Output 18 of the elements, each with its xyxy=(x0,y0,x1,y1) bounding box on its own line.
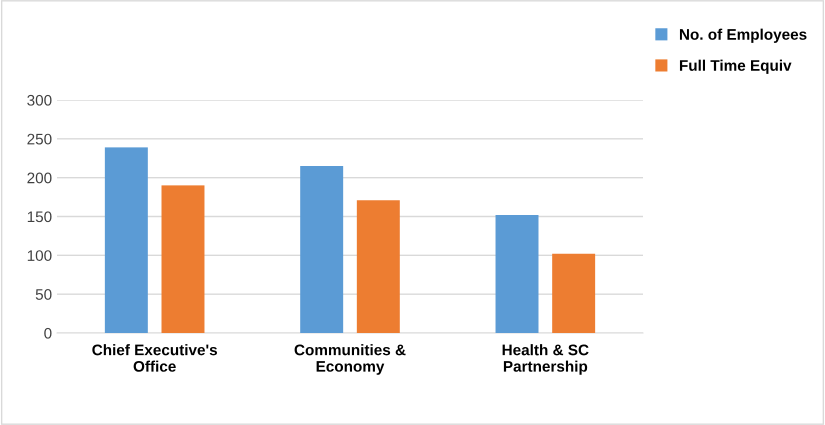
y-tick-label: 300 xyxy=(27,94,52,106)
bar xyxy=(552,254,596,333)
x-tick-label: Chief Executive's Office xyxy=(92,344,217,372)
legend-label: Full Time Equiv xyxy=(680,60,792,74)
bar xyxy=(496,214,538,333)
y-tick-label: 150 xyxy=(28,211,52,222)
bar xyxy=(300,166,344,333)
y-tick-label: 200 xyxy=(27,172,52,184)
legend-label: No. of Employees xyxy=(680,28,807,43)
x-tick-label: Health & SC Partnership xyxy=(502,344,589,375)
bar xyxy=(162,185,204,333)
y-tick-label: 250 xyxy=(27,134,52,145)
y-tick-label: 0 xyxy=(44,328,52,339)
bar xyxy=(356,200,400,333)
bar xyxy=(104,147,148,333)
y-tick-label: 50 xyxy=(36,289,52,300)
y-tick-label: 100 xyxy=(28,250,52,262)
x-tick-label: Communities & Economy xyxy=(294,344,406,375)
